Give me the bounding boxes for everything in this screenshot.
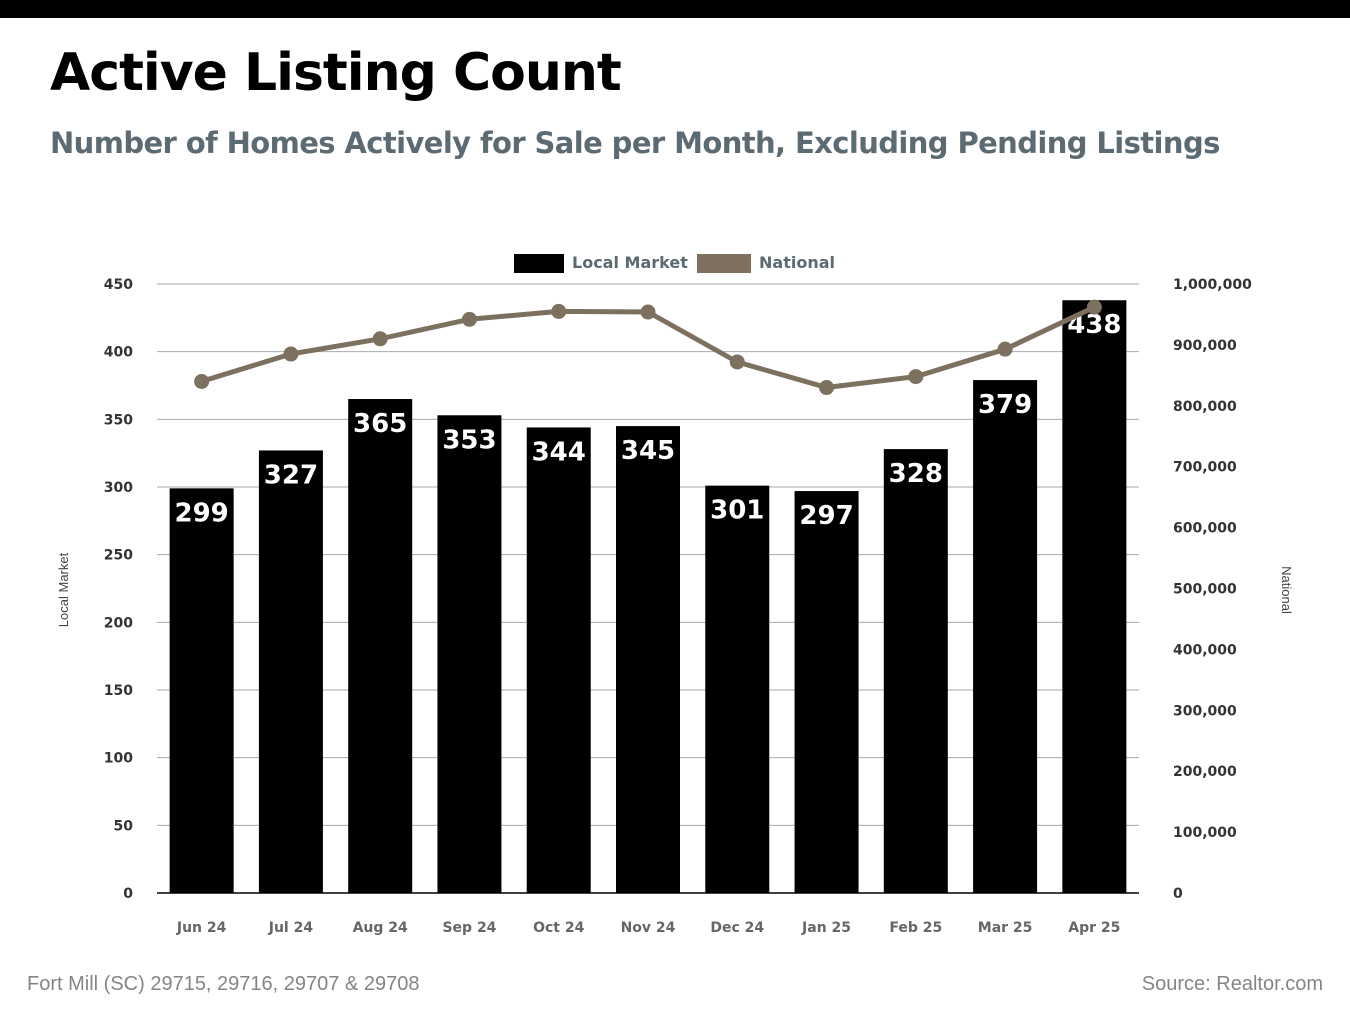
legend-swatch-local-market [514, 254, 564, 273]
y2-tick-label: 600,000 [1173, 521, 1237, 537]
bar [883, 449, 948, 893]
line-point [461, 311, 477, 327]
x-tick-label: Jul 24 [268, 920, 314, 936]
bar-data-label: 345 [621, 436, 675, 466]
bar-data-label: 328 [889, 459, 943, 489]
y-tick-label: 50 [114, 818, 134, 834]
line-point [908, 369, 924, 385]
x-tick-label: Aug 24 [353, 920, 408, 936]
line-point [997, 341, 1013, 357]
y2-tick-label: 800,000 [1173, 399, 1237, 415]
line-point [372, 331, 388, 347]
x-tick-label: Dec 24 [710, 920, 764, 936]
y-tick-label: 350 [104, 412, 133, 428]
x-tick-label: Sep 24 [442, 920, 496, 936]
chart-subtitle: Number of Homes Actively for Sale per Mo… [50, 126, 1220, 160]
y-tick-label: 450 [104, 277, 133, 293]
bar-data-label: 353 [442, 425, 496, 455]
legend-label-national: National [759, 253, 835, 272]
y2-tick-label: 0 [1173, 886, 1183, 902]
line-point [640, 304, 656, 320]
legend-label-local-market: Local Market [572, 253, 688, 272]
bar [169, 488, 234, 893]
bar-data-label: 365 [353, 409, 407, 439]
x-tick-label: Mar 25 [978, 920, 1033, 936]
line-point [729, 354, 745, 370]
y2-tick-label: 200,000 [1173, 764, 1237, 780]
y-axis-title: Local Market [56, 552, 71, 627]
chart-title: Active Listing Count [50, 43, 622, 103]
location-note: Fort Mill (SC) 29715, 29716, 29707 & 297… [27, 973, 420, 995]
y-tick-label: 250 [104, 548, 133, 564]
line-point [819, 380, 835, 396]
bar-data-label: 344 [532, 437, 586, 467]
y2-tick-label: 700,000 [1173, 460, 1237, 476]
bar-data-label: 301 [710, 496, 764, 526]
bar [616, 426, 680, 893]
bar [437, 415, 502, 893]
bar [973, 380, 1038, 893]
y2-axis-title: National [1279, 566, 1294, 614]
y2-tick-label: 1,000,000 [1173, 277, 1252, 293]
bar [705, 485, 770, 893]
bar-data-label: 297 [799, 501, 853, 531]
line-point [551, 303, 567, 319]
x-tick-label: Jan 25 [801, 920, 851, 936]
y-tick-label: 300 [104, 480, 133, 496]
y2-tick-label: 400,000 [1173, 642, 1237, 658]
y-tick-label: 150 [104, 683, 133, 699]
legend-swatch-national [697, 254, 751, 273]
bar [1062, 300, 1127, 893]
line-point [1086, 299, 1102, 315]
bar [794, 491, 859, 893]
bar-data-label: 379 [978, 390, 1032, 420]
top-bar [0, 0, 1350, 18]
y2-tick-label: 100,000 [1173, 825, 1237, 841]
y2-tick-label: 500,000 [1173, 582, 1237, 598]
y-tick-label: 200 [104, 615, 133, 631]
y-tick-label: 400 [104, 345, 133, 361]
x-tick-label: Oct 24 [533, 920, 585, 936]
bar-data-label: 299 [174, 498, 228, 528]
x-tick-label: Feb 25 [889, 920, 942, 936]
y-tick-label: 100 [104, 751, 133, 767]
bar [526, 427, 591, 893]
line-point [194, 373, 210, 389]
x-tick-label: Jun 24 [176, 920, 227, 936]
bar-data-label: 327 [264, 460, 318, 490]
x-tick-label: Apr 25 [1068, 920, 1120, 936]
line-point [283, 346, 299, 362]
y2-tick-label: 900,000 [1173, 338, 1237, 354]
bar [258, 450, 323, 893]
source-note: Source: Realtor.com [1141, 973, 1323, 995]
y-tick-label: 0 [123, 886, 133, 902]
combo-chart: 0 50 100 150 200 250 300 350 400 450 0 100,000 200,0… [56, 253, 1294, 936]
y2-tick-label: 300,000 [1173, 703, 1237, 719]
x-tick-label: Nov 24 [621, 920, 676, 936]
bar [348, 399, 413, 893]
